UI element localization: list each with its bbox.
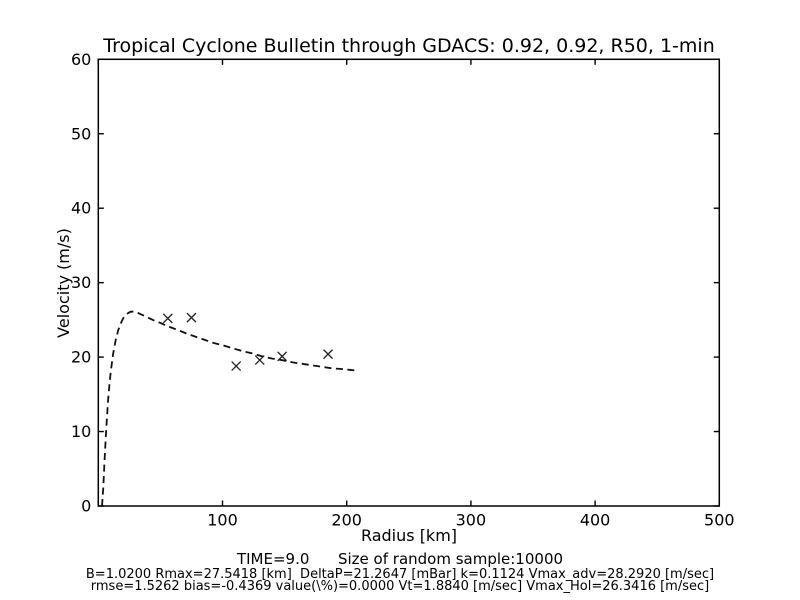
x-axis-label: Radius [km] [360,526,458,545]
scatter-x-marker [277,351,288,362]
y-tick-label: 60 [71,50,91,69]
x-tick-label: 200 [331,511,362,530]
wind-profile-curve [101,310,356,507]
x-tick-label: 300 [456,511,487,530]
y-tick-label: 30 [71,273,91,292]
scatter-x-marker [323,349,334,360]
x-tick-label: 400 [580,511,611,530]
y-tick-label: 20 [71,348,91,367]
y-tick-label: 0 [81,497,91,516]
scatter-x-marker [254,355,265,366]
chart-title: Tropical Cyclone Bulletin through GDACS:… [103,35,715,57]
scatter-x-marker [231,361,242,371]
y-tick-label: 50 [71,124,91,143]
x-tick-label: 100 [207,511,238,530]
footer-model-parameters-line2: rmse=1.5262 bias=-0.4369 value(\%)=0.000… [90,579,710,594]
axes-frame [97,58,721,507]
footer-model-parameters-line1: B=1.0200 Rmax=27.5418 [km] DeltaP=21.264… [85,567,715,582]
y-tick-label: 10 [71,422,91,441]
x-tick-label: 500 [704,511,735,530]
scatter-x-marker [186,312,197,323]
y-axis-label: Velocity (m/s) [53,228,73,338]
y-tick-label: 40 [71,199,91,218]
scatter-x-marker [162,313,173,324]
footer-time-and-sample-size: TIME=9.0 Size of random sample:10000 [236,550,564,568]
